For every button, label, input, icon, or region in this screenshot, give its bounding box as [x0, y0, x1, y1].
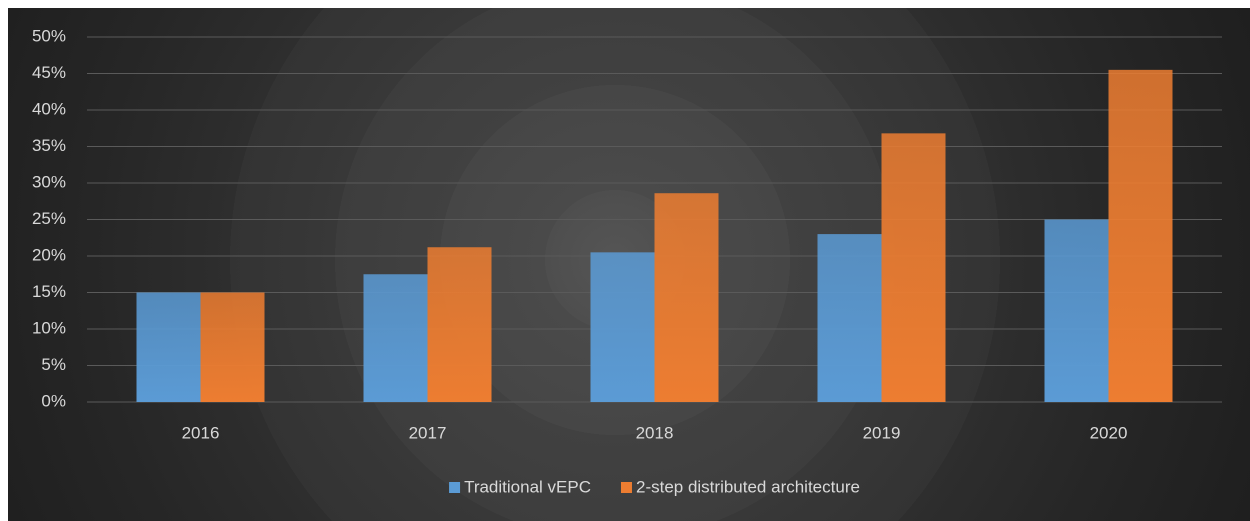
- legend: Traditional vEPC 2-step distributed archi…: [449, 477, 860, 496]
- x-tick-label: 2019: [863, 423, 901, 442]
- y-tick-label: 30%: [32, 172, 66, 191]
- bar: [136, 292, 201, 402]
- y-tick-label: 45%: [32, 63, 66, 82]
- legend-swatch: [449, 482, 461, 493]
- bar: [654, 193, 719, 402]
- y-tick-label: 25%: [32, 209, 66, 228]
- bar: [1044, 219, 1109, 402]
- legend-label: Traditional vEPC: [464, 477, 591, 496]
- x-tick-label: 2018: [636, 423, 674, 442]
- y-tick-label: 5%: [41, 355, 66, 374]
- bar: [881, 133, 946, 403]
- y-tick-label: 35%: [32, 136, 66, 155]
- bar: [363, 274, 428, 402]
- y-tick-label: 10%: [32, 318, 66, 337]
- x-tick-label: 2017: [409, 423, 447, 442]
- legend-swatch: [620, 482, 632, 493]
- bar: [1108, 69, 1173, 402]
- bar: [817, 234, 882, 402]
- y-tick-label: 0%: [41, 391, 66, 410]
- y-tick-label: 15%: [32, 282, 66, 301]
- y-tick-label: 50%: [32, 26, 66, 45]
- x-tick-label: 2020: [1090, 423, 1128, 442]
- y-tick-label: 20%: [32, 245, 66, 264]
- x-tick-label: 2016: [182, 423, 220, 442]
- bar: [200, 292, 265, 402]
- legend-label: 2-step distributed architecture: [636, 477, 860, 496]
- y-tick-label: 40%: [32, 99, 66, 118]
- bar: [427, 247, 492, 402]
- bar: [590, 252, 655, 402]
